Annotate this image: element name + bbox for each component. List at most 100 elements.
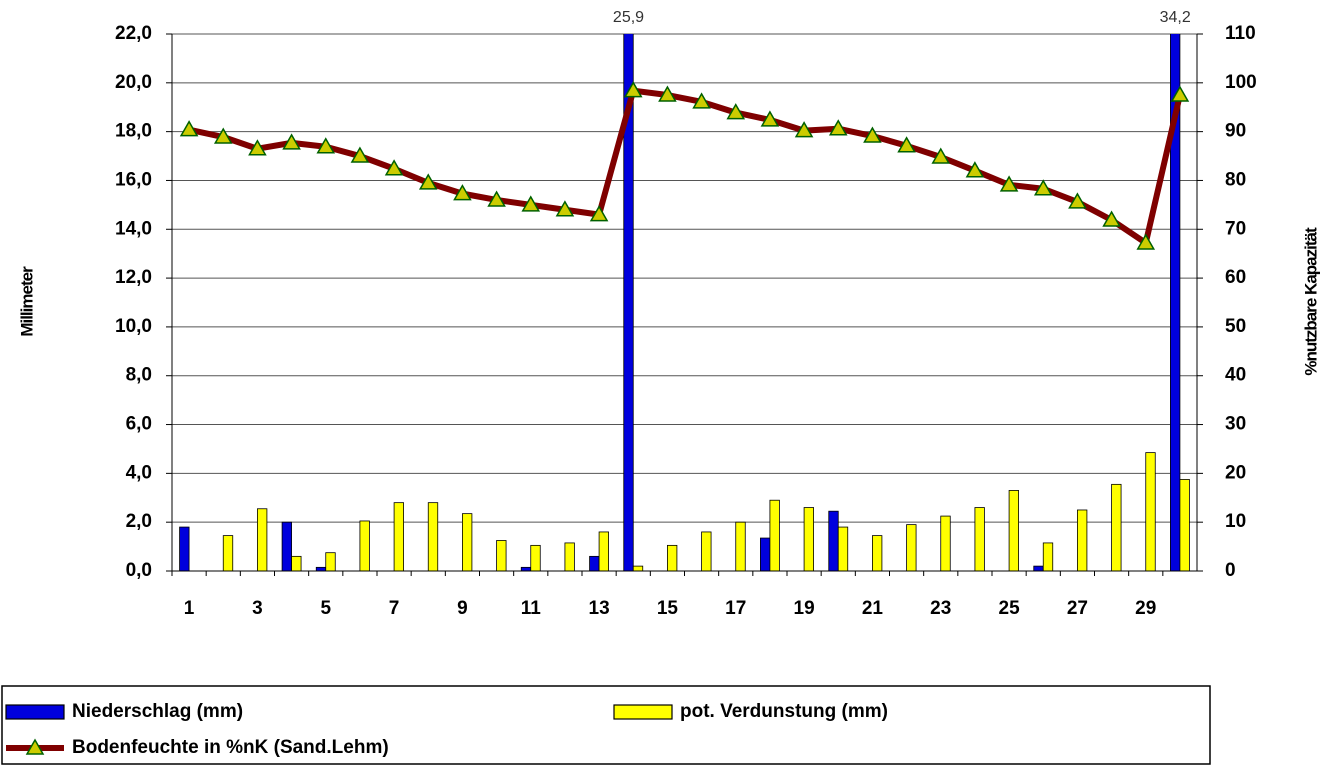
legend-swatch [5, 704, 65, 720]
bar [179, 526, 190, 571]
bar [837, 526, 849, 571]
y2-tick-label: 110 [1225, 23, 1256, 44]
value-label: 34,2 [1160, 9, 1191, 26]
marker [726, 103, 746, 120]
bar [760, 537, 771, 571]
y2-tick-label: 70 [1225, 218, 1246, 239]
marker [521, 195, 541, 212]
marker [1102, 210, 1121, 227]
bar [1008, 490, 1019, 571]
marker [418, 173, 438, 190]
bar [1170, 34, 1181, 571]
bar [222, 535, 234, 571]
y-tick-label: 20,0 [115, 72, 152, 93]
bar [632, 565, 644, 571]
value-label: 25,9 [613, 9, 644, 26]
marker [555, 200, 575, 217]
marker [1033, 179, 1053, 196]
y-tick-label: 8,0 [126, 365, 152, 386]
y2-tick-label: 30 [1225, 414, 1246, 435]
marker [1170, 85, 1190, 102]
marker [794, 121, 814, 138]
y-tick-label: 0,0 [126, 560, 152, 581]
bar [906, 524, 917, 571]
marker [623, 81, 643, 98]
bar [589, 555, 600, 571]
marker [487, 190, 506, 207]
marker [350, 146, 370, 163]
marker [999, 175, 1019, 192]
x-tick-label: 17 [725, 598, 746, 619]
bar [325, 552, 336, 571]
bar [564, 542, 575, 571]
y-tick-label: 10,0 [115, 316, 152, 337]
y2-tick-label: 100 [1225, 72, 1257, 93]
bar [1179, 479, 1190, 571]
line [188, 87, 1183, 246]
bar [1077, 509, 1088, 571]
y-tick-label: 2,0 [126, 511, 152, 532]
marker [589, 205, 609, 222]
x-tick-label: 3 [252, 598, 263, 619]
marker [384, 159, 404, 176]
y2-tick-label: 0 [1225, 560, 1236, 581]
bar [291, 555, 302, 571]
bar [496, 540, 507, 571]
bar [281, 521, 292, 571]
marker [863, 126, 882, 143]
y-tick-label: 6,0 [126, 414, 152, 435]
bar [315, 566, 327, 571]
y-tick-label: 22,0 [115, 23, 152, 44]
x-tick-label: 11 [521, 598, 542, 619]
marker [213, 127, 233, 144]
marker [692, 92, 711, 109]
legend-label: pot. Verdunstung (mm) [680, 701, 888, 722]
marker [316, 137, 336, 154]
bar [667, 544, 678, 571]
legend-label: Niederschlag (mm) [72, 701, 243, 722]
x-tick-label: 7 [389, 598, 400, 619]
y2-tick-label: 80 [1225, 169, 1246, 190]
x-tick-label: 23 [930, 598, 951, 619]
y-tick-label: 14,0 [115, 218, 152, 239]
marker [1136, 233, 1156, 250]
legend-swatch [613, 704, 673, 720]
y2-tick-label: 60 [1225, 267, 1246, 288]
bar [393, 502, 404, 571]
bar [257, 508, 268, 571]
plot-area [179, 34, 1190, 571]
marker [965, 161, 985, 178]
x-tick-label: 13 [589, 598, 610, 619]
x-tick-label: 5 [320, 598, 331, 619]
bar [1033, 565, 1044, 571]
bar [598, 531, 609, 571]
y-tick-label: 4,0 [126, 462, 152, 483]
legend-label: Bodenfeuchte in %nK (Sand.Lehm) [72, 737, 389, 758]
y2-tick-label: 20 [1225, 462, 1246, 483]
x-tick-label: 15 [657, 598, 679, 619]
x-tick-label: 27 [1067, 598, 1088, 619]
marker [453, 184, 472, 201]
marker [931, 147, 951, 164]
bar [1145, 452, 1156, 571]
x-tick-label: 19 [794, 598, 815, 619]
bar [1111, 483, 1122, 571]
marker [760, 110, 780, 127]
y-axis-label: Millimeter [17, 266, 36, 337]
legend-box [1, 685, 1211, 765]
bar [940, 515, 951, 571]
x-tick-label: 25 [999, 598, 1021, 619]
x-tick-label: 29 [1135, 598, 1156, 619]
y2-tick-label: 10 [1225, 511, 1246, 532]
bar [462, 513, 473, 571]
y2-axis-label: %nutzbare Kapazität [1301, 227, 1320, 376]
x-tick-label: 21 [862, 598, 884, 619]
y-tick-label: 18,0 [115, 121, 152, 142]
bar [520, 566, 532, 571]
bar [828, 510, 839, 571]
y-tick-label: 16,0 [115, 169, 152, 190]
bar [701, 531, 712, 571]
bar [872, 535, 883, 571]
bar [803, 507, 814, 571]
marker [828, 119, 848, 136]
